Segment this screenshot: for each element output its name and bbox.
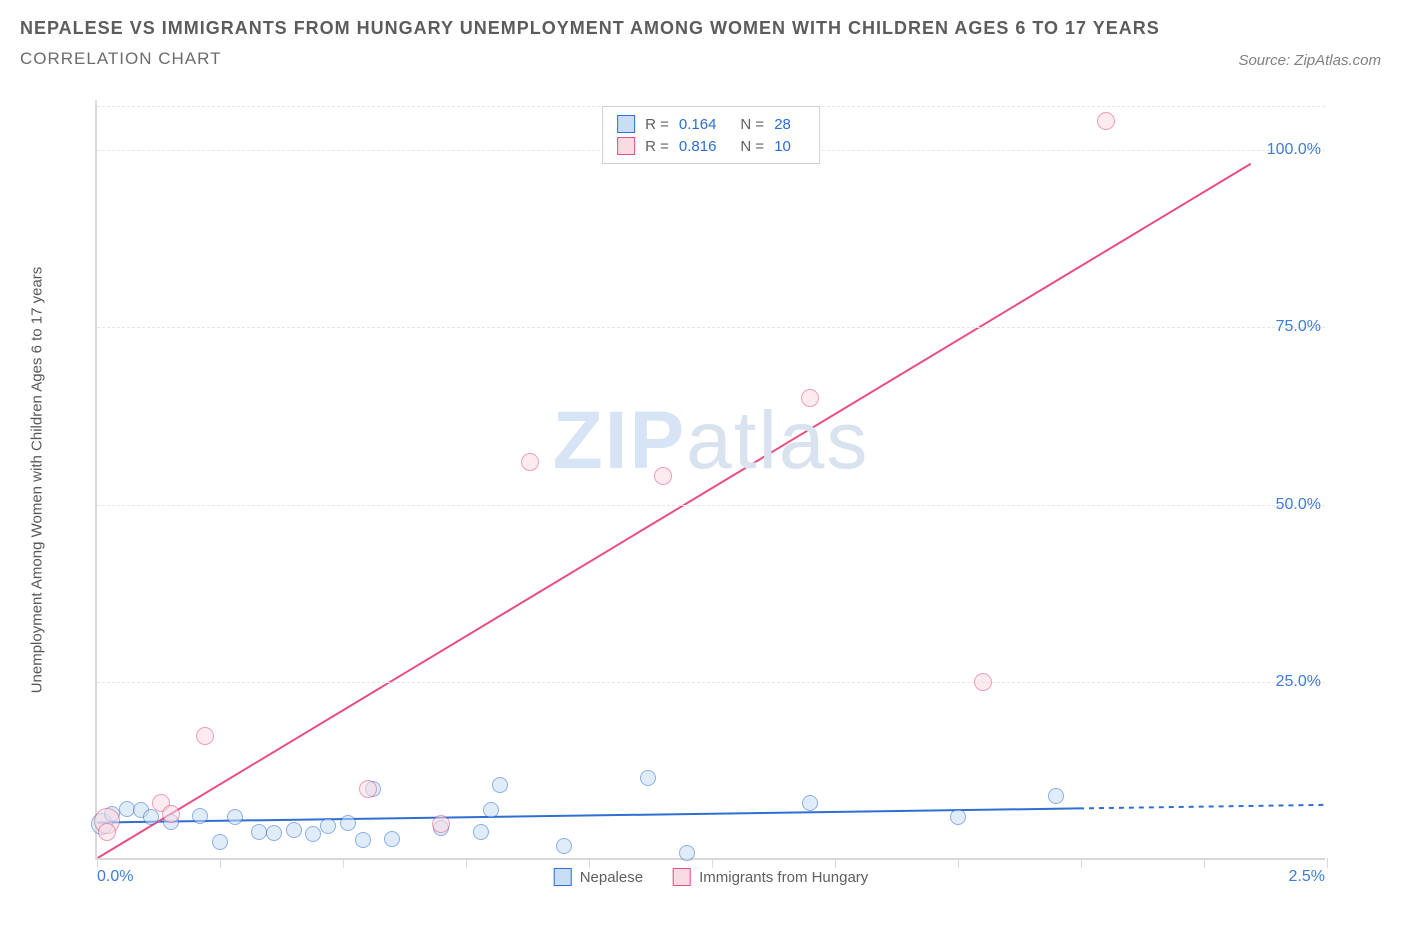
scatter-point <box>950 809 966 825</box>
trend-line-extrapolated <box>1079 805 1324 809</box>
scatter-point <box>359 780 377 798</box>
series-legend-item: Nepalese <box>554 868 643 886</box>
stat-r-value: 0.164 <box>679 116 717 133</box>
scatter-point <box>98 823 116 841</box>
watermark: ZIPatlas <box>553 394 870 488</box>
x-tick <box>343 858 344 868</box>
trend-line <box>98 164 1251 858</box>
source-attribution: Source: ZipAtlas.com <box>1238 52 1381 69</box>
scatter-point <box>143 809 159 825</box>
scatter-point <box>1048 788 1064 804</box>
scatter-point <box>340 815 356 831</box>
legend-swatch <box>673 868 691 886</box>
scatter-point <box>974 673 992 691</box>
x-axis-start-label: 0.0% <box>97 868 133 886</box>
y-axis-right-label: 50.0% <box>1276 496 1321 514</box>
chart-header: NEPALESE VS IMMIGRANTS FROM HUNGARY UNEM… <box>0 0 1406 77</box>
x-tick <box>1327 858 1328 868</box>
series-legend-label: Immigrants from Hungary <box>699 869 868 886</box>
series-legend-label: Nepalese <box>580 869 643 886</box>
scatter-point <box>355 832 371 848</box>
scatter-point <box>1097 112 1115 130</box>
scatter-point <box>212 834 228 850</box>
scatter-point <box>483 802 499 818</box>
scatter-point <box>384 831 400 847</box>
legend-swatch <box>617 137 635 155</box>
scatter-point <box>286 822 302 838</box>
scatter-point <box>227 809 243 825</box>
scatter-point <box>320 818 336 834</box>
x-tick <box>958 858 959 868</box>
scatter-point <box>266 825 282 841</box>
stats-legend-row: R = 0.164 N = 28 <box>617 113 805 135</box>
scatter-point <box>432 815 450 833</box>
stat-n-label: N = <box>740 138 764 155</box>
scatter-point <box>556 838 572 854</box>
stat-r-label: R = <box>645 138 669 155</box>
stats-legend-row: R = 0.816 N = 10 <box>617 135 805 157</box>
stat-n-label: N = <box>740 116 764 133</box>
scatter-point <box>654 467 672 485</box>
x-tick <box>1081 858 1082 868</box>
x-tick <box>835 858 836 868</box>
scatter-point <box>492 777 508 793</box>
legend-swatch <box>554 868 572 886</box>
gridline <box>97 327 1325 328</box>
gridline <box>97 682 1325 683</box>
stat-n-value: 28 <box>774 116 791 133</box>
stat-r-value: 0.816 <box>679 138 717 155</box>
trend-line <box>98 808 1079 822</box>
x-tick <box>220 858 221 868</box>
scatter-point <box>119 801 135 817</box>
scatter-point <box>192 808 208 824</box>
chart-svg <box>97 100 1325 858</box>
scatter-point <box>251 824 267 840</box>
chart-title-line1: NEPALESE VS IMMIGRANTS FROM HUNGARY UNEM… <box>20 18 1386 39</box>
x-tick <box>589 858 590 868</box>
x-tick <box>97 858 98 868</box>
scatter-point <box>162 805 180 823</box>
scatter-point <box>521 453 539 471</box>
scatter-point <box>679 845 695 861</box>
x-tick <box>712 858 713 868</box>
series-legend-item: Immigrants from Hungary <box>673 868 868 886</box>
series-legend: Nepalese Immigrants from Hungary <box>554 868 869 886</box>
scatter-point <box>196 727 214 745</box>
scatter-point <box>640 770 656 786</box>
chart-container: Unemployment Among Women with Children A… <box>55 90 1375 870</box>
scatter-point <box>305 826 321 842</box>
scatter-point <box>473 824 489 840</box>
y-axis-title: Unemployment Among Women with Children A… <box>29 267 46 694</box>
gridline <box>97 505 1325 506</box>
y-axis-right-label: 25.0% <box>1276 673 1321 691</box>
x-tick <box>466 858 467 868</box>
watermark-thin: atlas <box>686 395 869 486</box>
scatter-point <box>802 795 818 811</box>
legend-swatch <box>617 115 635 133</box>
scatter-point <box>801 389 819 407</box>
chart-title-line2: CORRELATION CHART <box>20 49 1386 69</box>
y-axis-right-label: 75.0% <box>1276 318 1321 336</box>
plot-area: ZIPatlas R =0.164N =28R =0.816N =10 0.0%… <box>95 100 1325 860</box>
stat-n-value: 10 <box>774 138 791 155</box>
y-axis-right-label: 100.0% <box>1267 141 1321 159</box>
stat-r-label: R = <box>645 116 669 133</box>
x-tick <box>1204 858 1205 868</box>
x-axis-end-label: 2.5% <box>1289 868 1325 886</box>
stats-legend: R = 0.164 N = 28 R = 0.816 N = 10 <box>602 106 820 164</box>
